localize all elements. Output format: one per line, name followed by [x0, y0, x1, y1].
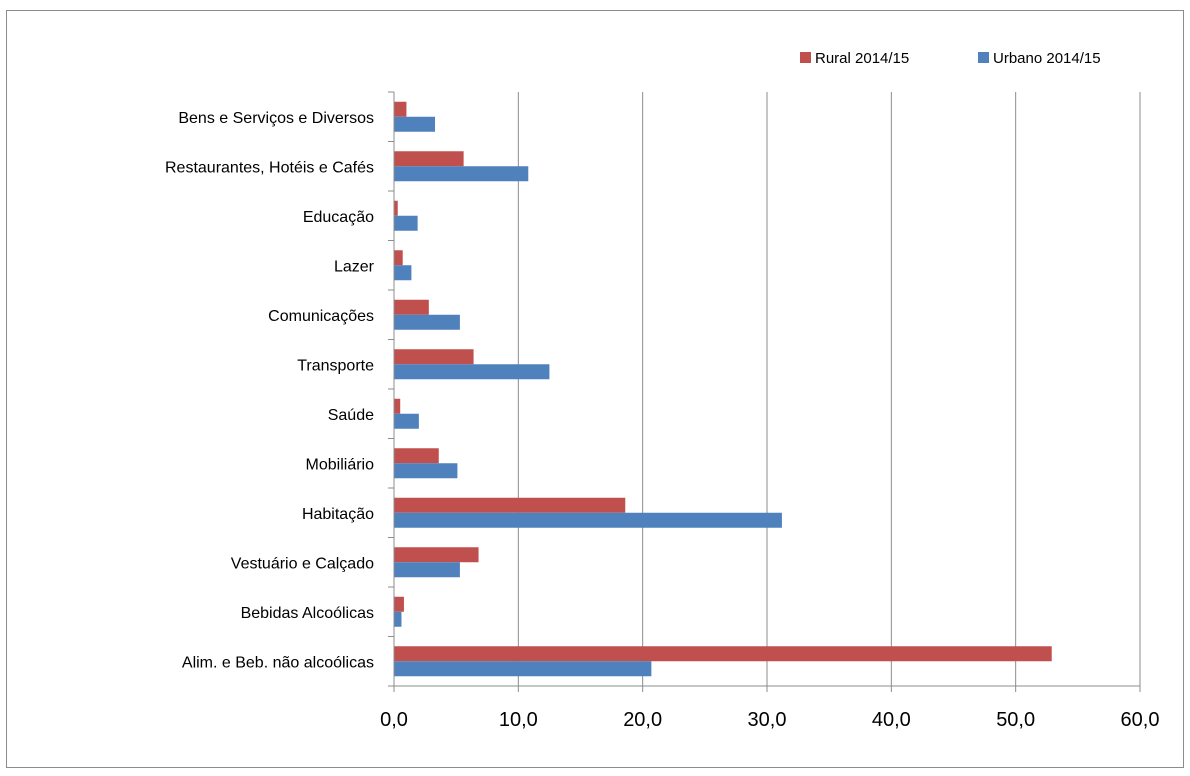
x-tick-label: 60,0 — [1121, 709, 1160, 731]
legend-swatch — [800, 52, 811, 63]
category-label: Comunicações — [268, 308, 374, 325]
bar-rural — [394, 497, 626, 513]
bar-rural — [394, 398, 401, 414]
bar-urbano — [394, 314, 460, 330]
gridlines — [517, 92, 1141, 686]
bar-rural — [394, 101, 407, 117]
bar-urbano — [394, 562, 460, 578]
bar-urbano — [394, 166, 529, 182]
category-label: Restaurantes, Hotéis e Cafés — [165, 159, 374, 176]
bars — [394, 101, 1052, 677]
legend-label: Rural 2014/15 — [815, 50, 909, 67]
category-labels: Alim. e Beb. não alcoólicas Bebidas Alcoó… — [165, 110, 375, 672]
x-tick-label: 40,0 — [872, 709, 911, 731]
bar-urbano — [394, 413, 419, 429]
bar-urbano — [394, 463, 458, 479]
bar-rural — [394, 596, 404, 612]
chart-frame — [6, 10, 1184, 768]
category-label: Mobiliário — [306, 456, 375, 473]
legend-swatch — [978, 52, 989, 63]
bar-urbano — [394, 116, 436, 132]
x-tick-label: 20,0 — [623, 709, 662, 731]
tick-labels: 0,0 10,0 20,0 30,0 40,0 50,0 60,0 — [380, 709, 1159, 731]
bar-urbano — [394, 215, 418, 231]
bar-rural — [394, 200, 398, 216]
bar-urbano — [394, 661, 652, 677]
x-tick-label: 30,0 — [748, 709, 787, 731]
x-tick-label: 10,0 — [499, 709, 538, 731]
x-tick-label: 0,0 — [380, 709, 408, 731]
category-label: Transporte — [297, 357, 374, 374]
bar-rural — [394, 151, 464, 167]
bar-urbano — [394, 512, 782, 528]
bar-rural — [394, 349, 474, 365]
bar-rural — [394, 646, 1052, 662]
bar-urbano — [394, 611, 402, 627]
category-label: Bebidas Alcoólicas — [241, 605, 374, 622]
bar-urbano — [394, 265, 412, 281]
x-tick-label: 50,0 — [996, 709, 1035, 731]
category-label: Habitação — [302, 506, 374, 523]
category-label: Vestuário e Calçado — [231, 555, 374, 572]
bar-rural — [394, 547, 479, 563]
legend: Rural 2014/15 Urbano 2014/15 — [800, 50, 1101, 67]
legend-label: Urbano 2014/15 — [993, 50, 1101, 67]
category-label: Educação — [303, 209, 374, 226]
axes — [388, 91, 1141, 692]
bar-rural — [394, 448, 439, 464]
bar-urbano — [394, 364, 550, 380]
bar-rural — [394, 299, 429, 315]
category-label: Saúde — [328, 407, 374, 424]
category-label: Bens e Serviços e Diversos — [178, 110, 374, 127]
bar-rural — [394, 250, 403, 266]
category-label: Lazer — [334, 258, 375, 275]
category-label: Alim. e Beb. não alcoólicas — [182, 654, 374, 671]
